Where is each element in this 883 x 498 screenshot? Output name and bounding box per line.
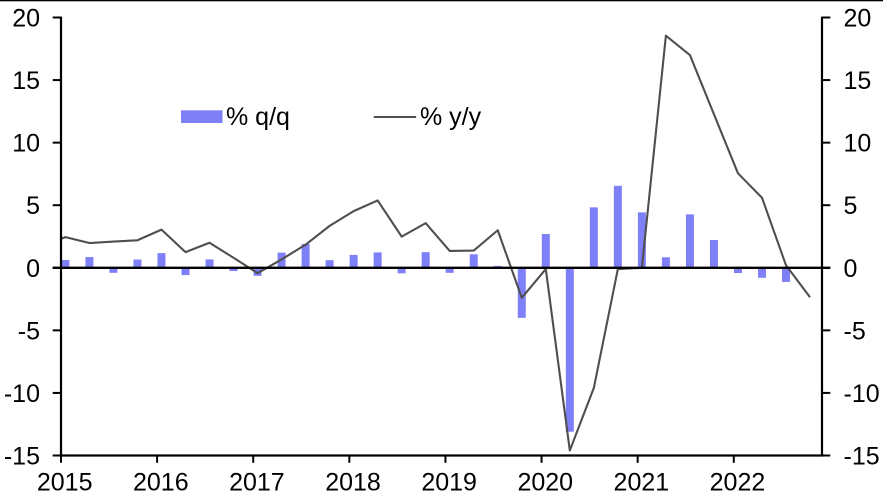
svg-text:2020: 2020 xyxy=(517,469,573,497)
svg-text:2015: 2015 xyxy=(37,469,93,497)
svg-text:% q/q: % q/q xyxy=(226,103,290,131)
svg-text:-10: -10 xyxy=(844,380,880,408)
svg-text:2019: 2019 xyxy=(421,469,477,497)
svg-text:0: 0 xyxy=(844,255,858,283)
svg-text:15: 15 xyxy=(844,67,872,95)
svg-text:2016: 2016 xyxy=(133,469,189,497)
svg-text:-15: -15 xyxy=(4,442,40,470)
svg-text:0: 0 xyxy=(26,255,40,283)
svg-text:-5: -5 xyxy=(18,317,40,345)
svg-text:10: 10 xyxy=(12,130,40,158)
svg-text:2021: 2021 xyxy=(614,469,670,497)
svg-text:10: 10 xyxy=(844,130,872,158)
svg-text:2018: 2018 xyxy=(325,469,381,497)
svg-text:5: 5 xyxy=(844,192,858,220)
svg-text:2017: 2017 xyxy=(229,469,285,497)
svg-text:% y/y: % y/y xyxy=(420,103,482,131)
svg-text:-5: -5 xyxy=(844,317,866,345)
svg-text:5: 5 xyxy=(26,192,40,220)
svg-text:20: 20 xyxy=(844,5,872,33)
svg-text:15: 15 xyxy=(12,67,40,95)
svg-text:2022: 2022 xyxy=(710,469,766,497)
svg-text:-10: -10 xyxy=(4,380,40,408)
svg-text:20: 20 xyxy=(12,5,40,33)
svg-text:-15: -15 xyxy=(844,442,880,470)
